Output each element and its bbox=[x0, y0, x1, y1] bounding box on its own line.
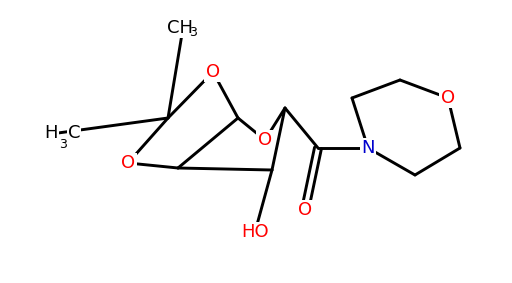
Text: 3: 3 bbox=[189, 25, 197, 38]
Text: O: O bbox=[298, 201, 312, 219]
Text: H: H bbox=[45, 124, 58, 142]
Text: 3: 3 bbox=[59, 138, 67, 151]
Text: CH: CH bbox=[167, 19, 193, 37]
Text: O: O bbox=[121, 154, 135, 172]
Text: C: C bbox=[68, 124, 80, 142]
Text: O: O bbox=[206, 63, 220, 81]
Text: O: O bbox=[441, 89, 455, 107]
Text: HO: HO bbox=[241, 223, 269, 241]
Text: O: O bbox=[258, 131, 272, 149]
Text: N: N bbox=[361, 139, 375, 157]
